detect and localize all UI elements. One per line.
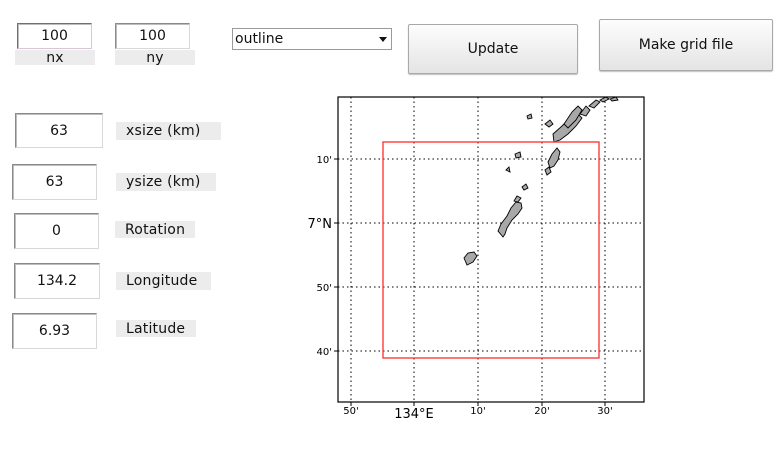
longitude-label: Longitude (116, 272, 211, 290)
x-tick-label: 10' (470, 406, 485, 417)
display-mode-value: outline (235, 31, 284, 47)
rotation-label: Rotation (115, 221, 195, 238)
ny-label: ny (115, 50, 195, 66)
map-ticks (334, 158, 606, 406)
y-tick-label: 50' (317, 283, 332, 294)
nx-input[interactable]: 100 (17, 23, 92, 49)
update-button[interactable]: Update (408, 24, 578, 74)
ny-input[interactable]: 100 (115, 23, 190, 49)
map-gridlines (338, 97, 644, 402)
ysize-label: ysize (km) (116, 173, 216, 191)
display-mode-select[interactable]: outline (232, 28, 392, 50)
xsize-label: xsize (km) (116, 122, 221, 140)
longitude-input[interactable]: 134.2 (14, 263, 100, 299)
nx-label: nx (15, 50, 95, 66)
latitude-input[interactable]: 6.93 (12, 313, 97, 349)
xsize-input[interactable]: 63 (15, 113, 103, 148)
map-frame (337, 96, 645, 403)
map-background (338, 97, 644, 402)
y-tick-label: 10' (317, 155, 332, 166)
rotation-input[interactable]: 0 (14, 213, 99, 249)
ysize-input[interactable]: 63 (12, 164, 97, 200)
x-tick-label: 30' (597, 406, 612, 417)
x-tick-label: 50' (343, 406, 358, 417)
x-tick-label-major: 134°E (394, 407, 434, 422)
chevron-down-icon (379, 36, 387, 42)
map-plot[interactable]: 50' 134°E 10' 20' 30' 10' 7°N 50' 40' (300, 90, 660, 430)
land-masses (463, 96, 619, 266)
x-tick-label: 20' (534, 406, 549, 417)
model-grid-box (382, 141, 600, 359)
y-tick-label-major: 7°N (308, 217, 333, 232)
y-tick-label: 40' (317, 347, 332, 358)
make-grid-file-button[interactable]: Make grid file (599, 19, 773, 71)
latitude-label: Latitude (116, 320, 196, 337)
